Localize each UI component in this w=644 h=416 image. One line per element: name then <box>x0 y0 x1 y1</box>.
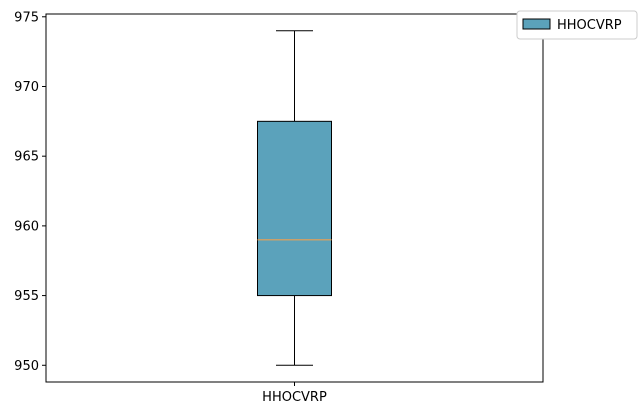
x-axis: HHOCVRP <box>262 382 327 405</box>
y-tick-label: 960 <box>14 219 39 234</box>
y-tick-label: 975 <box>14 10 39 25</box>
legend-swatch <box>522 18 551 30</box>
x-tick-label: HHOCVRP <box>262 390 327 405</box>
iqr-box <box>257 120 332 297</box>
y-axis: 950 955 960 965 970 975 <box>14 10 46 374</box>
y-tick-label: 950 <box>14 359 39 374</box>
y-tick-label: 955 <box>14 289 39 304</box>
box-series <box>257 30 332 366</box>
y-tick-label: 965 <box>14 150 39 165</box>
y-tick-label: 970 <box>14 80 39 95</box>
legend-frame <box>516 10 638 40</box>
legend-label: HHOCVRP <box>557 18 622 33</box>
legend: HHOCVRP <box>516 10 638 40</box>
